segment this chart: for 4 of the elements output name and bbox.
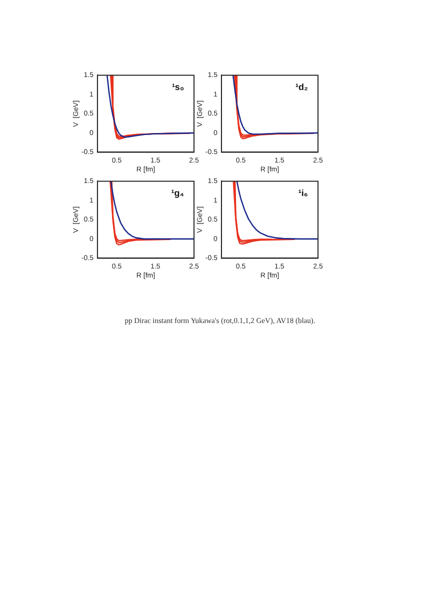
annotation: ¹g₄ (171, 188, 184, 198)
annotation: ¹d₂ (296, 82, 308, 92)
annotation: ¹i₆ (298, 188, 308, 198)
annotation: ¹s₀ (172, 82, 184, 92)
